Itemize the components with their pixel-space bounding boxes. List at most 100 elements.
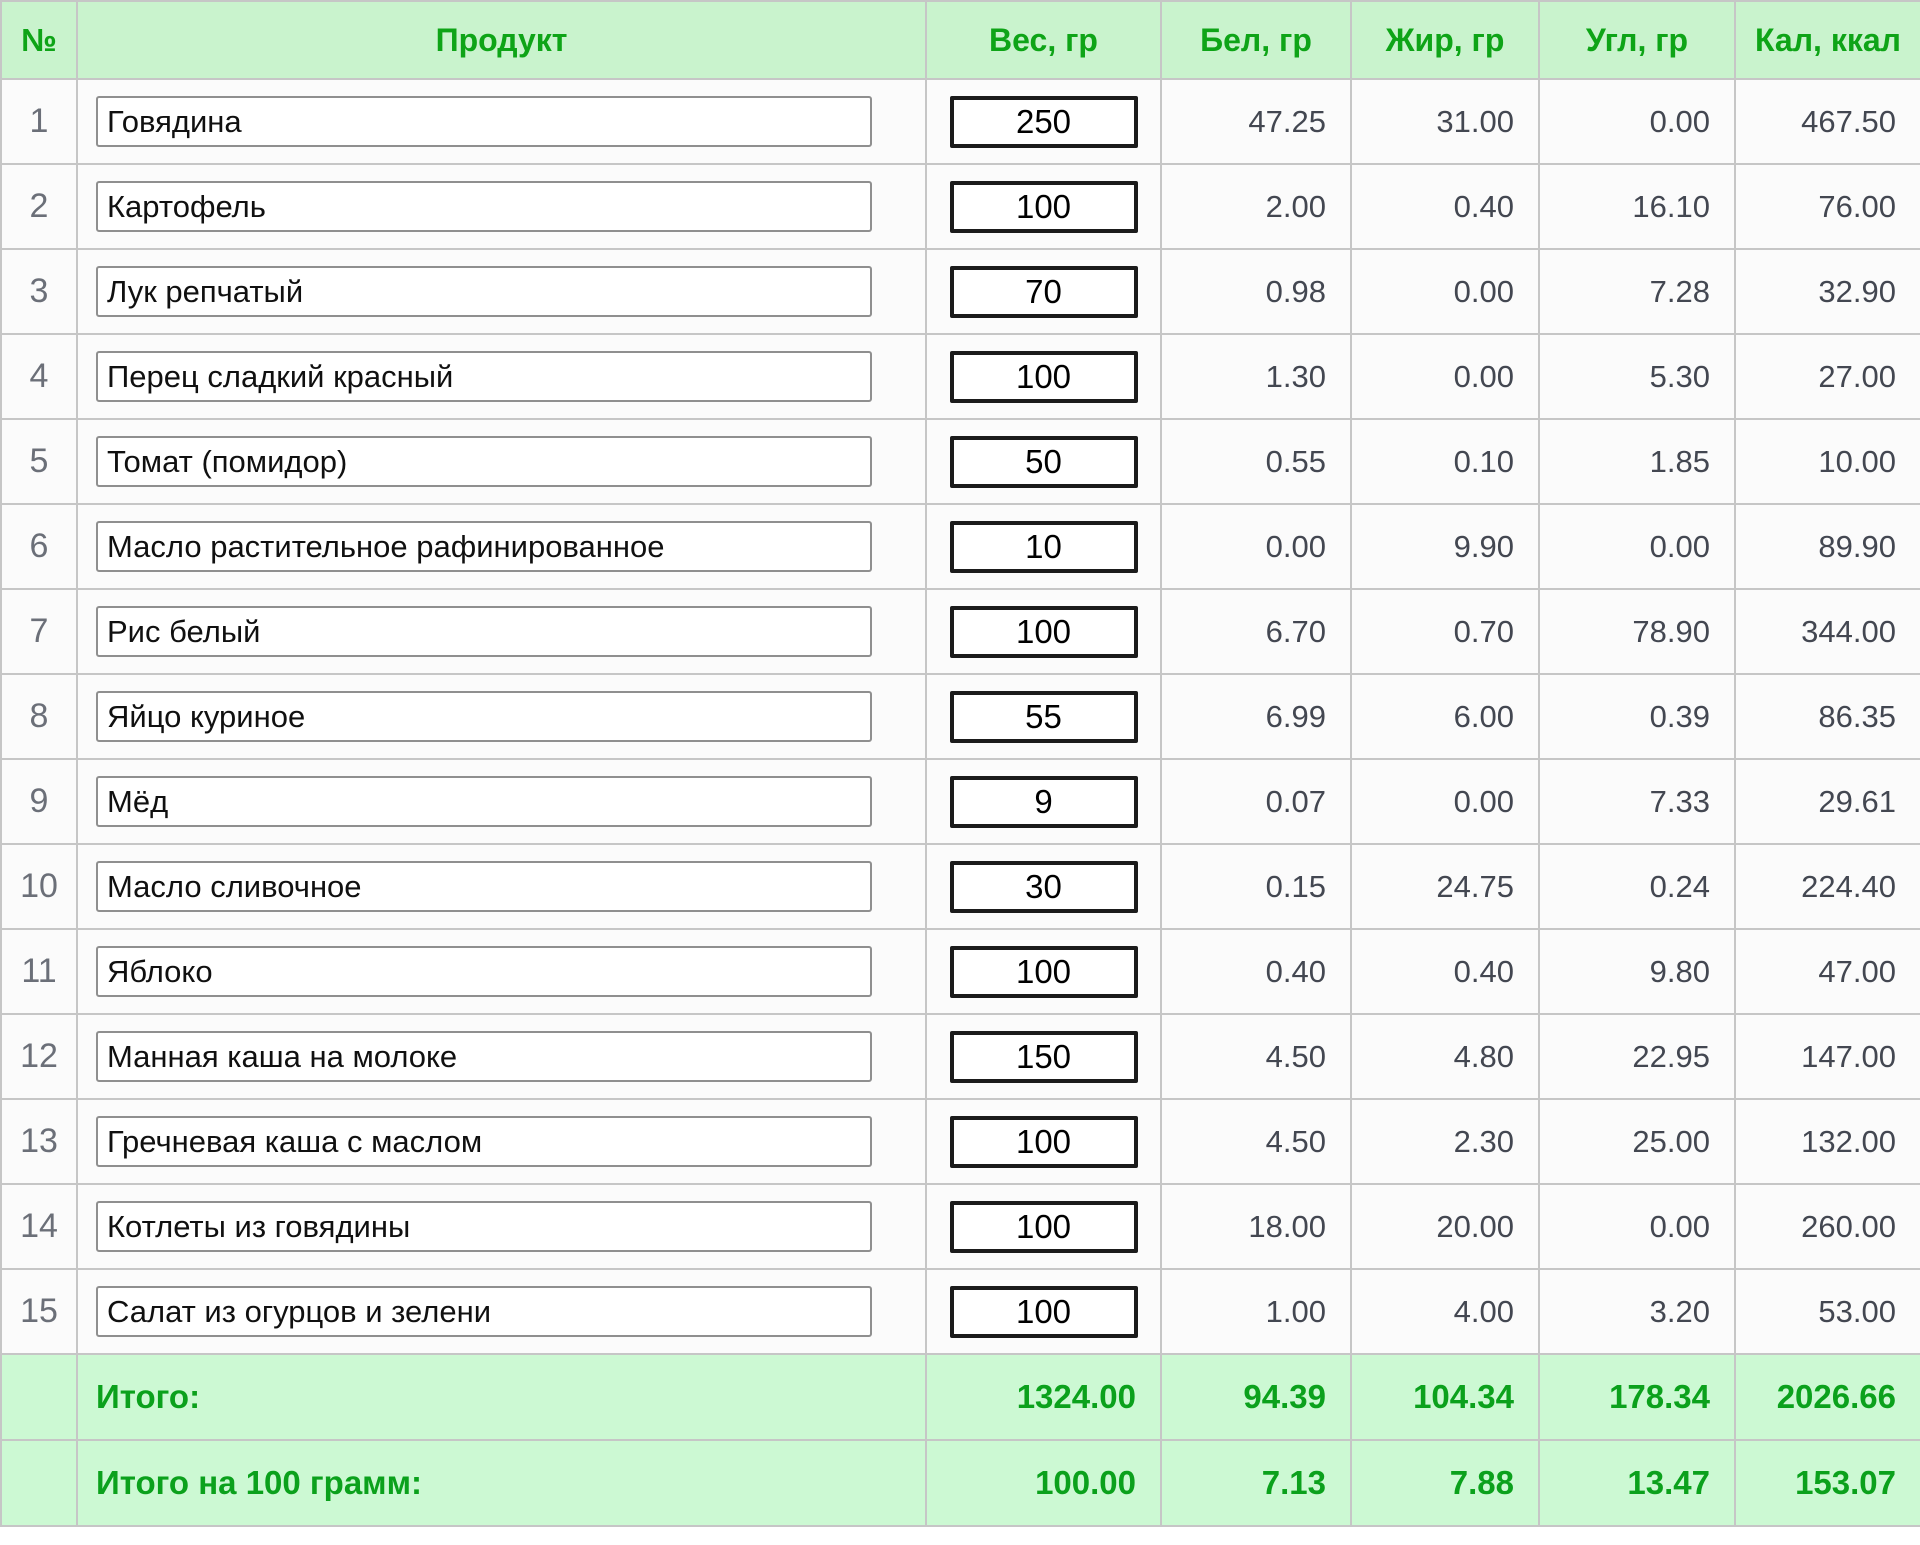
weight-input[interactable]: [949, 605, 1138, 658]
product-name-input[interactable]: [96, 266, 872, 317]
product-name-input[interactable]: [96, 521, 872, 572]
product-cell: [76, 588, 927, 675]
product-name-input[interactable]: [96, 181, 872, 232]
totals-calories: 2026.66: [1734, 1353, 1920, 1441]
carbs-value: 1.85: [1538, 418, 1736, 505]
fat-value: 31.00: [1350, 78, 1540, 165]
row-number: 4: [0, 333, 78, 420]
totals-row-number-cell: [0, 1353, 78, 1441]
protein-value: 2.00: [1160, 163, 1352, 250]
fat-value: 0.70: [1350, 588, 1540, 675]
product-name-input[interactable]: [96, 96, 872, 147]
fat-value: 0.10: [1350, 418, 1540, 505]
fat-value: 0.40: [1350, 163, 1540, 250]
carbs-value: 5.30: [1538, 333, 1736, 420]
product-row: 13 4.50 2.30 25.00 132.00: [0, 1098, 1920, 1185]
product-name-input[interactable]: [96, 691, 872, 742]
calories-value: 224.40: [1734, 843, 1920, 930]
product-row: 8 6.99 6.00 0.39 86.35: [0, 673, 1920, 760]
product-name-input[interactable]: [96, 606, 872, 657]
totals-label: Итого:: [76, 1353, 927, 1441]
product-name-input[interactable]: [96, 1116, 872, 1167]
weight-input[interactable]: [949, 1285, 1138, 1338]
calories-value: 344.00: [1734, 588, 1920, 675]
fat-value: 9.90: [1350, 503, 1540, 590]
calories-value: 147.00: [1734, 1013, 1920, 1100]
totals-per-100g-fat: 7.88: [1350, 1439, 1540, 1527]
calories-value: 260.00: [1734, 1183, 1920, 1270]
row-number: 3: [0, 248, 78, 335]
product-cell: [76, 673, 927, 760]
weight-input[interactable]: [949, 520, 1138, 573]
weight-input[interactable]: [949, 435, 1138, 488]
weight-cell: [925, 248, 1162, 335]
carbs-value: 25.00: [1538, 1098, 1736, 1185]
col-header-calories: Кал, ккал: [1734, 0, 1920, 80]
product-cell: [76, 758, 927, 845]
protein-value: 6.99: [1160, 673, 1352, 760]
product-cell: [76, 163, 927, 250]
weight-input[interactable]: [949, 690, 1138, 743]
product-cell: [76, 928, 927, 1015]
totals-per-100g-protein: 7.13: [1160, 1439, 1352, 1527]
product-name-input[interactable]: [96, 1286, 872, 1337]
weight-cell: [925, 163, 1162, 250]
fat-value: 0.00: [1350, 333, 1540, 420]
weight-input[interactable]: [949, 945, 1138, 998]
col-header-fat: Жир, гр: [1350, 0, 1540, 80]
row-number: 10: [0, 843, 78, 930]
totals-per-100g-carbs: 13.47: [1538, 1439, 1736, 1527]
totals-fat: 104.34: [1350, 1353, 1540, 1441]
product-row: 7 6.70 0.70 78.90 344.00: [0, 588, 1920, 675]
product-name-input[interactable]: [96, 1201, 872, 1252]
weight-input[interactable]: [949, 1200, 1138, 1253]
fat-value: 24.75: [1350, 843, 1540, 930]
totals-per-100g-weight: 100.00: [925, 1439, 1162, 1527]
product-name-input[interactable]: [96, 861, 872, 912]
weight-input[interactable]: [949, 265, 1138, 318]
carbs-value: 0.24: [1538, 843, 1736, 930]
product-name-input[interactable]: [96, 351, 872, 402]
calories-value: 132.00: [1734, 1098, 1920, 1185]
product-name-input[interactable]: [96, 776, 872, 827]
weight-cell: [925, 588, 1162, 675]
protein-value: 1.30: [1160, 333, 1352, 420]
product-name-input[interactable]: [96, 436, 872, 487]
weight-input[interactable]: [949, 1030, 1138, 1083]
totals-per-100g-label: Итого на 100 грамм:: [76, 1439, 927, 1527]
fat-value: 0.00: [1350, 758, 1540, 845]
weight-cell: [925, 673, 1162, 760]
weight-input[interactable]: [949, 860, 1138, 913]
product-row: 6 0.00 9.90 0.00 89.90: [0, 503, 1920, 590]
product-row: 4 1.30 0.00 5.30 27.00: [0, 333, 1920, 420]
calories-value: 32.90: [1734, 248, 1920, 335]
product-name-input[interactable]: [96, 1031, 872, 1082]
product-row: 5 0.55 0.10 1.85 10.00: [0, 418, 1920, 505]
product-cell: [76, 1098, 927, 1185]
weight-input[interactable]: [949, 350, 1138, 403]
product-row: 11 0.40 0.40 9.80 47.00: [0, 928, 1920, 1015]
fat-value: 20.00: [1350, 1183, 1540, 1270]
totals-per-100g-number-cell: [0, 1439, 78, 1527]
protein-value: 4.50: [1160, 1098, 1352, 1185]
row-number: 12: [0, 1013, 78, 1100]
product-row: 15 1.00 4.00 3.20 53.00: [0, 1268, 1920, 1355]
fat-value: 4.80: [1350, 1013, 1540, 1100]
totals-weight: 1324.00: [925, 1353, 1162, 1441]
protein-value: 0.00: [1160, 503, 1352, 590]
product-name-input[interactable]: [96, 946, 872, 997]
weight-input[interactable]: [949, 180, 1138, 233]
totals-row: Итого: 1324.00 94.39 104.34 178.34 2026.…: [0, 1353, 1920, 1441]
carbs-value: 9.80: [1538, 928, 1736, 1015]
protein-value: 4.50: [1160, 1013, 1352, 1100]
protein-value: 47.25: [1160, 78, 1352, 165]
carbs-value: 22.95: [1538, 1013, 1736, 1100]
weight-input[interactable]: [949, 1115, 1138, 1168]
weight-input[interactable]: [949, 775, 1138, 828]
product-row: 10 0.15 24.75 0.24 224.40: [0, 843, 1920, 930]
weight-input[interactable]: [949, 95, 1138, 148]
fat-value: 0.00: [1350, 248, 1540, 335]
protein-value: 0.07: [1160, 758, 1352, 845]
row-number: 13: [0, 1098, 78, 1185]
weight-cell: [925, 333, 1162, 420]
